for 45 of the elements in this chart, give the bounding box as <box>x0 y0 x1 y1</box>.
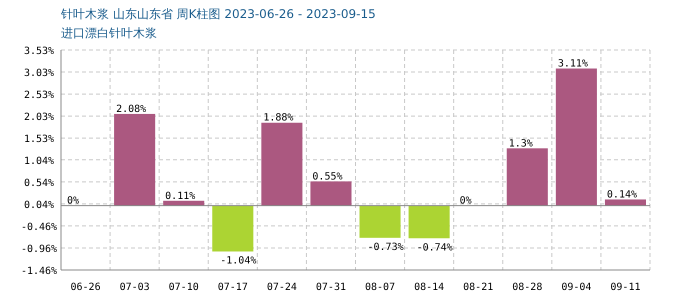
x-tick-label: 08-14 <box>414 282 444 293</box>
x-tick-label: 07-31 <box>316 282 346 293</box>
bar <box>212 206 254 252</box>
data-label: 3.11% <box>558 58 588 70</box>
data-label: -1.04% <box>220 255 256 266</box>
bar <box>261 122 302 206</box>
x-tick-label: 09-11 <box>610 282 641 293</box>
x-tick-label: 08-28 <box>512 282 542 293</box>
y-tick-label: 3.03% <box>24 68 54 80</box>
x-tick-label: 08-07 <box>364 282 396 293</box>
y-tick-label: -1.46% <box>20 266 58 277</box>
data-label: 0% <box>460 196 472 207</box>
y-tick-label: 3.53% <box>24 46 54 57</box>
x-tick-label: 07-10 <box>168 282 199 293</box>
data-label: -0.73% <box>368 242 404 253</box>
y-tick-label: 1.53% <box>24 134 54 146</box>
bar <box>556 68 597 206</box>
x-tick-label: 07-03 <box>120 282 150 293</box>
x-tick-label: 07-17 <box>218 282 248 293</box>
bar <box>360 206 401 238</box>
x-tick-label: 06-26 <box>70 282 101 293</box>
bar <box>114 114 156 206</box>
y-tick-label: 2.03% <box>24 112 54 124</box>
data-label: 1.88% <box>263 112 294 124</box>
data-label: 0.11% <box>165 190 196 202</box>
y-tick-label: -0.96% <box>20 244 58 255</box>
data-label: -0.74% <box>416 242 453 254</box>
bar <box>506 148 548 206</box>
x-tick-label: 08-21 <box>463 282 494 293</box>
y-tick-label: 1.04% <box>24 156 54 167</box>
y-tick-label: 2.53% <box>24 90 54 102</box>
data-label: 0.14% <box>606 189 638 200</box>
data-label: 0% <box>67 196 80 207</box>
bar <box>408 206 450 238</box>
y-tick-label: 0.04% <box>24 200 54 211</box>
x-tick-label: 07-24 <box>266 282 297 293</box>
data-label: 0.55% <box>312 171 343 182</box>
chart-title: 针叶木浆 山东山东省 周K柱图 2023-06-26 - 2023-09-15 <box>60 7 376 21</box>
y-tick-label: 0.54% <box>24 178 54 189</box>
chart-subtitle: 进口漂白针叶木浆 <box>61 26 157 40</box>
data-label: 2.08% <box>116 104 146 115</box>
y-tick-label: -0.46% <box>20 222 58 233</box>
x-tick-label: 09-04 <box>561 282 592 293</box>
data-label: 1.3% <box>508 138 533 150</box>
bar <box>310 181 352 206</box>
